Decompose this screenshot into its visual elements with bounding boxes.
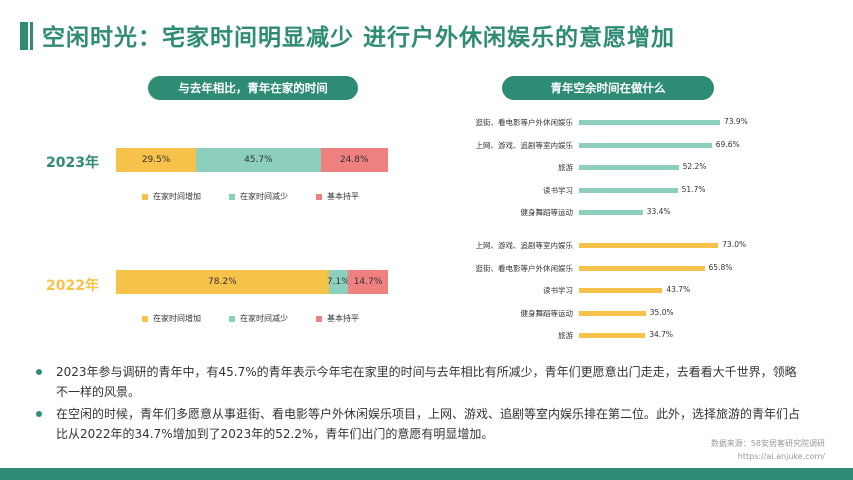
bar: [579, 333, 646, 339]
legend-item: 基本持平: [316, 313, 359, 324]
bar-category-label: 上网、游戏、追剧等室内娱乐: [475, 241, 574, 250]
bar-value-label: 73.0%: [722, 240, 747, 249]
legend-swatch: [142, 193, 148, 200]
bar-category-label: 读书学习: [543, 185, 573, 195]
bar-category-label: 旅游: [558, 331, 573, 341]
source-url: https://ai.anjuke.com/: [737, 452, 825, 461]
legend-text: 基本持平: [327, 314, 359, 323]
bar: [579, 120, 720, 125]
legend-text: 在家时间减少: [240, 314, 288, 323]
chart-legend: 在家时间增加 在家时间减少 基本持平: [142, 191, 387, 202]
source-label: 数据来源：58安居客研究院调研: [710, 439, 825, 448]
legend-swatch: [316, 315, 322, 322]
legend-text: 在家时间增加: [153, 192, 201, 201]
legend-item: 基本持平: [316, 191, 359, 202]
title-accent-bar-thin: [30, 22, 33, 50]
bar-value-label: 69.6%: [715, 139, 740, 149]
bar-value-label: 51.7%: [681, 184, 706, 194]
bar: [579, 187, 678, 193]
bullet-item: 在空闲的时候，青年们多愿意从事逛街、看电影等户外休闲娱乐项目，上网、游戏、追剧等…: [36, 404, 806, 444]
bar: [579, 142, 712, 148]
year-label: 2022年: [46, 278, 99, 294]
stacked-bar: 78.2% 7.1% 14.7%: [116, 270, 388, 294]
legend-swatch: [142, 315, 148, 322]
right-panel-heading: 青年空余时间在做什么: [502, 76, 714, 100]
bar: [579, 288, 663, 294]
bar: [579, 210, 643, 216]
legend-item: 在家时间减少: [229, 191, 288, 202]
bar-value-label: 35.0%: [649, 307, 674, 317]
legend-swatch: [316, 193, 322, 200]
legend-text: 基本持平: [327, 192, 359, 201]
bullet-item: 2023年参与调研的青年中，有45.7%的青年表示今年宅在家里的时间与去年相比有…: [36, 362, 806, 402]
legend-swatch: [229, 315, 235, 322]
year-label: 2023年: [46, 155, 99, 171]
bar-value-label: 73.9%: [724, 117, 748, 126]
bar: [579, 243, 719, 248]
legend-swatch: [229, 193, 235, 200]
bar: [579, 310, 646, 316]
bullet-dot: [36, 411, 42, 417]
bar-segment: 14.7%: [348, 270, 388, 294]
legend-item: 在家时间增加: [142, 191, 201, 202]
bar-value-label: 33.4%: [646, 207, 671, 217]
bar-segment: 7.1%: [327, 270, 350, 294]
bar-segment: 45.7%: [196, 148, 321, 172]
page-title: 空闲时光：宅家时间明显减少 进行户外休闲娱乐的意愿增加: [42, 25, 676, 51]
legend-item: 在家时间减少: [229, 313, 288, 324]
bar-category-label: 上网、游戏、追剧等室内娱乐: [475, 140, 574, 150]
stacked-bar: 29.5% 45.7% 24.8%: [116, 148, 388, 172]
bar-value-label: 43.7%: [666, 285, 691, 295]
bar-category-label: 健身舞蹈等运动: [520, 308, 574, 318]
bullet-dot: [36, 369, 42, 375]
legend-text: 在家时间减少: [240, 192, 288, 201]
title-accent-bar: [20, 22, 28, 50]
bottom-band: [0, 468, 853, 480]
bar: [579, 265, 705, 271]
bar-segment: 78.2%: [116, 270, 329, 294]
bar-value-label: 34.7%: [649, 330, 674, 340]
bar-category-label: 逛街、看电影等户外休闲娱乐: [475, 263, 574, 273]
legend-text: 在家时间增加: [153, 314, 201, 323]
bar-value-label: 52.2%: [682, 162, 707, 172]
bar-segment: 29.5%: [116, 148, 197, 172]
legend-item: 在家时间增加: [142, 313, 201, 324]
bar-segment: 24.8%: [320, 148, 388, 172]
bar-category-label: 逛街、看电影等户外休闲娱乐: [475, 118, 574, 127]
chart-legend: 在家时间增加 在家时间减少 基本持平: [142, 313, 387, 324]
bar-category-label: 读书学习: [543, 286, 573, 296]
bar-category-label: 健身舞蹈等运动: [520, 208, 574, 218]
summary-bullets: 2023年参与调研的青年中，有45.7%的青年表示今年宅在家里的时间与去年相比有…: [36, 362, 806, 446]
bar-value-label: 65.8%: [708, 262, 733, 272]
left-panel-heading: 与去年相比，青年在家的时间: [148, 76, 358, 100]
bar-category-label: 旅游: [558, 163, 573, 173]
bullet-text: 2023年参与调研的青年中，有45.7%的青年表示今年宅在家里的时间与去年相比有…: [56, 365, 797, 399]
bar: [579, 165, 679, 171]
bullet-text: 在空闲的时候，青年们多愿意从事逛街、看电影等户外休闲娱乐项目，上网、游戏、追剧等…: [56, 407, 801, 441]
